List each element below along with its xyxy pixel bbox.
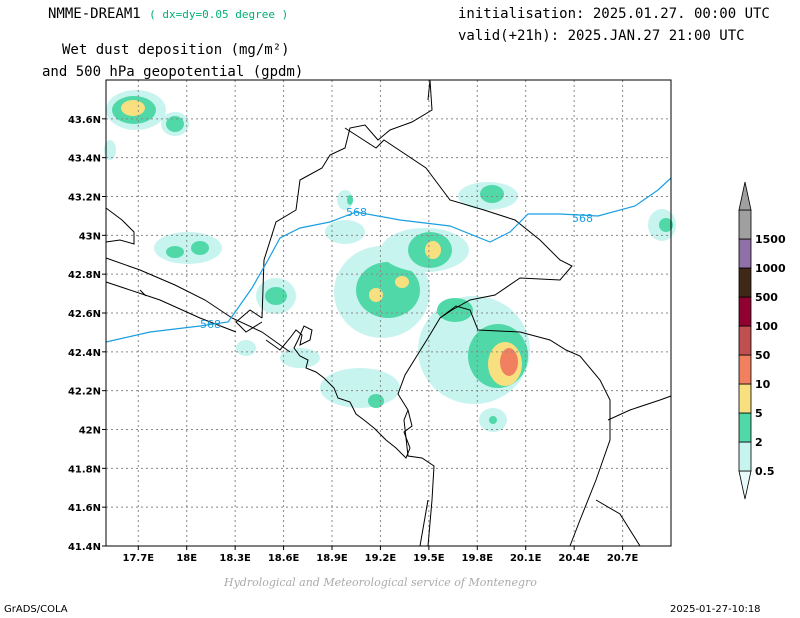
- initialisation-time: initialisation: 2025.01.27. 00:00 UTC: [458, 6, 770, 22]
- legend-label: 50: [755, 349, 771, 362]
- tick-label-lon: 20.7E: [607, 553, 639, 564]
- tick-label-lat: 41.6N: [68, 503, 101, 514]
- field-title: Wet dust deposition (mg/m²): [62, 42, 290, 58]
- tick-label-lat: 41.8N: [68, 464, 101, 475]
- contour-label: 568: [200, 318, 221, 331]
- tick-label-lon: 19.5E: [413, 553, 445, 564]
- software-label: GrADS/COLA: [4, 604, 68, 615]
- contour-label: 568: [572, 212, 593, 225]
- tick-label-lat: 41.4N: [68, 542, 101, 553]
- geopotential-contour-568: [105, 177, 672, 343]
- field-subtitle: and 500 hPa geopotential (gpdm): [42, 64, 304, 80]
- legend-swatch: [738, 354, 752, 385]
- legend-arrow-high: [738, 181, 752, 211]
- model-resolution: ( dx=dy=0.05 degree ): [149, 8, 289, 21]
- legend-colorbar: 0.5 2 5 10 50 100 500 1000 1500: [738, 181, 786, 500]
- legend-label: 1000: [755, 262, 786, 275]
- contour-label: 568: [346, 206, 367, 219]
- tick-label-lon: 20.1E: [510, 553, 542, 564]
- legend-swatch: [738, 441, 752, 472]
- legend-label: 100: [755, 320, 778, 333]
- tick-label-lat: 42.8N: [68, 270, 101, 281]
- legend-label: 0.5: [755, 465, 775, 478]
- legend-arrow-low: [738, 470, 752, 500]
- tick-label-lon: 18.9E: [316, 553, 348, 564]
- tick-label-lon: 18.6E: [268, 553, 300, 564]
- tick-label-lon: 19.8E: [462, 553, 494, 564]
- legend-swatch: [738, 238, 752, 269]
- tick-label-lon: 17.7E: [123, 553, 155, 564]
- tick-label-lat: 42.2N: [68, 387, 101, 398]
- render-timestamp: 2025-01-27-10:18: [670, 604, 761, 615]
- map-gridlines: [106, 80, 671, 546]
- legend-label: 5: [755, 407, 763, 420]
- legend-swatch: [738, 209, 752, 240]
- tick-label-lat: 42N: [79, 426, 101, 437]
- legend-swatch: [738, 383, 752, 414]
- legend-swatch: [738, 325, 752, 356]
- tick-label-lon: 18E: [176, 553, 197, 564]
- tick-label-lat: 43.2N: [68, 193, 101, 204]
- legend-swatch: [738, 412, 752, 443]
- tick-label-lat: 43N: [79, 231, 101, 242]
- tick-label-lat: 43.4N: [68, 154, 101, 165]
- legend-label: 1500: [755, 233, 786, 246]
- tick-label-lat: 42.6N: [68, 309, 101, 320]
- tick-label-lon: 18.3E: [219, 553, 251, 564]
- model-title: NMME-DREAM1 ( dx=dy=0.05 degree ): [48, 6, 288, 22]
- legend-label: 10: [755, 378, 771, 391]
- valid-time: valid(+21h): 2025.JAN.27 21:00 UTC: [458, 28, 745, 44]
- axis-ticks: 17.7E 18E 18.3E 18.6E 18.9E 19.2E 19.5E 19.8E 20…: [68, 115, 639, 564]
- tick-label-lat: 43.6N: [68, 115, 101, 126]
- legend-label: 500: [755, 291, 778, 304]
- tick-label-lon: 20.4E: [558, 553, 590, 564]
- legend-label: 2: [755, 436, 763, 449]
- tick-label-lon: 19.2E: [365, 553, 397, 564]
- model-name: NMME-DREAM1: [48, 6, 141, 22]
- tick-label-lat: 42.4N: [68, 348, 101, 359]
- credit-text: Hydrological and Meteorological service …: [224, 576, 537, 589]
- legend-swatch: [738, 296, 752, 327]
- coastline-and-borders: [105, 79, 672, 547]
- legend-swatch: [738, 267, 752, 298]
